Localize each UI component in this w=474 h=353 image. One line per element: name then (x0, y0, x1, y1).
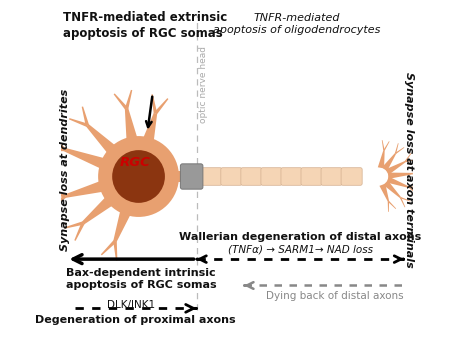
Text: Dying back of distal axons: Dying back of distal axons (266, 291, 403, 301)
Polygon shape (378, 150, 385, 168)
Polygon shape (125, 108, 137, 141)
FancyBboxPatch shape (261, 168, 282, 185)
Text: optic nerve head: optic nerve head (200, 46, 209, 124)
Polygon shape (46, 191, 66, 198)
Polygon shape (113, 210, 131, 242)
Text: TNFR-mediated
apoptosis of oligodendrocytes: TNFR-mediated apoptosis of oligodendrocy… (213, 13, 381, 35)
Polygon shape (82, 107, 89, 126)
Polygon shape (125, 90, 132, 109)
Polygon shape (405, 159, 416, 162)
Polygon shape (113, 241, 118, 261)
Text: Wallerian degeneration of distal axons: Wallerian degeneration of distal axons (179, 232, 421, 241)
Polygon shape (395, 143, 399, 154)
Polygon shape (401, 197, 410, 202)
Polygon shape (86, 124, 116, 154)
Polygon shape (383, 141, 390, 151)
Polygon shape (400, 197, 405, 207)
Polygon shape (64, 221, 83, 229)
Polygon shape (51, 134, 65, 150)
Polygon shape (405, 153, 411, 162)
Polygon shape (50, 195, 66, 209)
Polygon shape (409, 186, 419, 188)
FancyBboxPatch shape (241, 168, 262, 185)
FancyBboxPatch shape (181, 164, 203, 189)
FancyBboxPatch shape (301, 168, 322, 185)
FancyBboxPatch shape (221, 168, 242, 185)
Text: Synapse loss at axon terminals: Synapse loss at axon terminals (403, 72, 414, 267)
Text: DLK/JNK1: DLK/JNK1 (108, 300, 155, 310)
Text: Bax-dependent intrinsic
apoptosis of RGC somas: Bax-dependent intrinsic apoptosis of RGC… (66, 268, 217, 290)
Polygon shape (74, 222, 85, 241)
Polygon shape (64, 148, 106, 169)
Polygon shape (388, 201, 389, 212)
Polygon shape (379, 184, 389, 202)
Polygon shape (412, 168, 422, 174)
Polygon shape (151, 94, 157, 114)
FancyBboxPatch shape (321, 168, 342, 185)
Text: RGC: RGC (119, 156, 150, 169)
Polygon shape (382, 140, 385, 151)
Text: Degeneration of proximal axons: Degeneration of proximal axons (35, 315, 236, 325)
Polygon shape (101, 240, 116, 255)
Polygon shape (388, 201, 396, 209)
Polygon shape (395, 147, 404, 154)
Polygon shape (387, 176, 410, 188)
Circle shape (98, 136, 179, 217)
Circle shape (112, 150, 165, 203)
Polygon shape (82, 196, 114, 225)
Polygon shape (382, 153, 396, 171)
Polygon shape (45, 148, 64, 152)
Text: Synapse loss at dendrites: Synapse loss at dendrites (60, 88, 71, 251)
Polygon shape (383, 180, 401, 198)
Polygon shape (388, 173, 413, 179)
FancyBboxPatch shape (201, 168, 222, 185)
Polygon shape (385, 161, 406, 175)
Text: TNFR-mediated extrinsic
apoptosis of RGC somas: TNFR-mediated extrinsic apoptosis of RGC… (63, 11, 227, 40)
Polygon shape (154, 98, 168, 114)
Polygon shape (176, 171, 182, 182)
Polygon shape (412, 173, 423, 176)
Polygon shape (65, 181, 104, 198)
Polygon shape (409, 187, 418, 195)
Polygon shape (69, 118, 88, 127)
FancyBboxPatch shape (341, 168, 362, 185)
Polygon shape (114, 94, 128, 110)
Polygon shape (143, 113, 157, 142)
Text: (TNFα) → SARM1→ NAD loss: (TNFα) → SARM1→ NAD loss (228, 245, 373, 255)
FancyBboxPatch shape (281, 168, 302, 185)
